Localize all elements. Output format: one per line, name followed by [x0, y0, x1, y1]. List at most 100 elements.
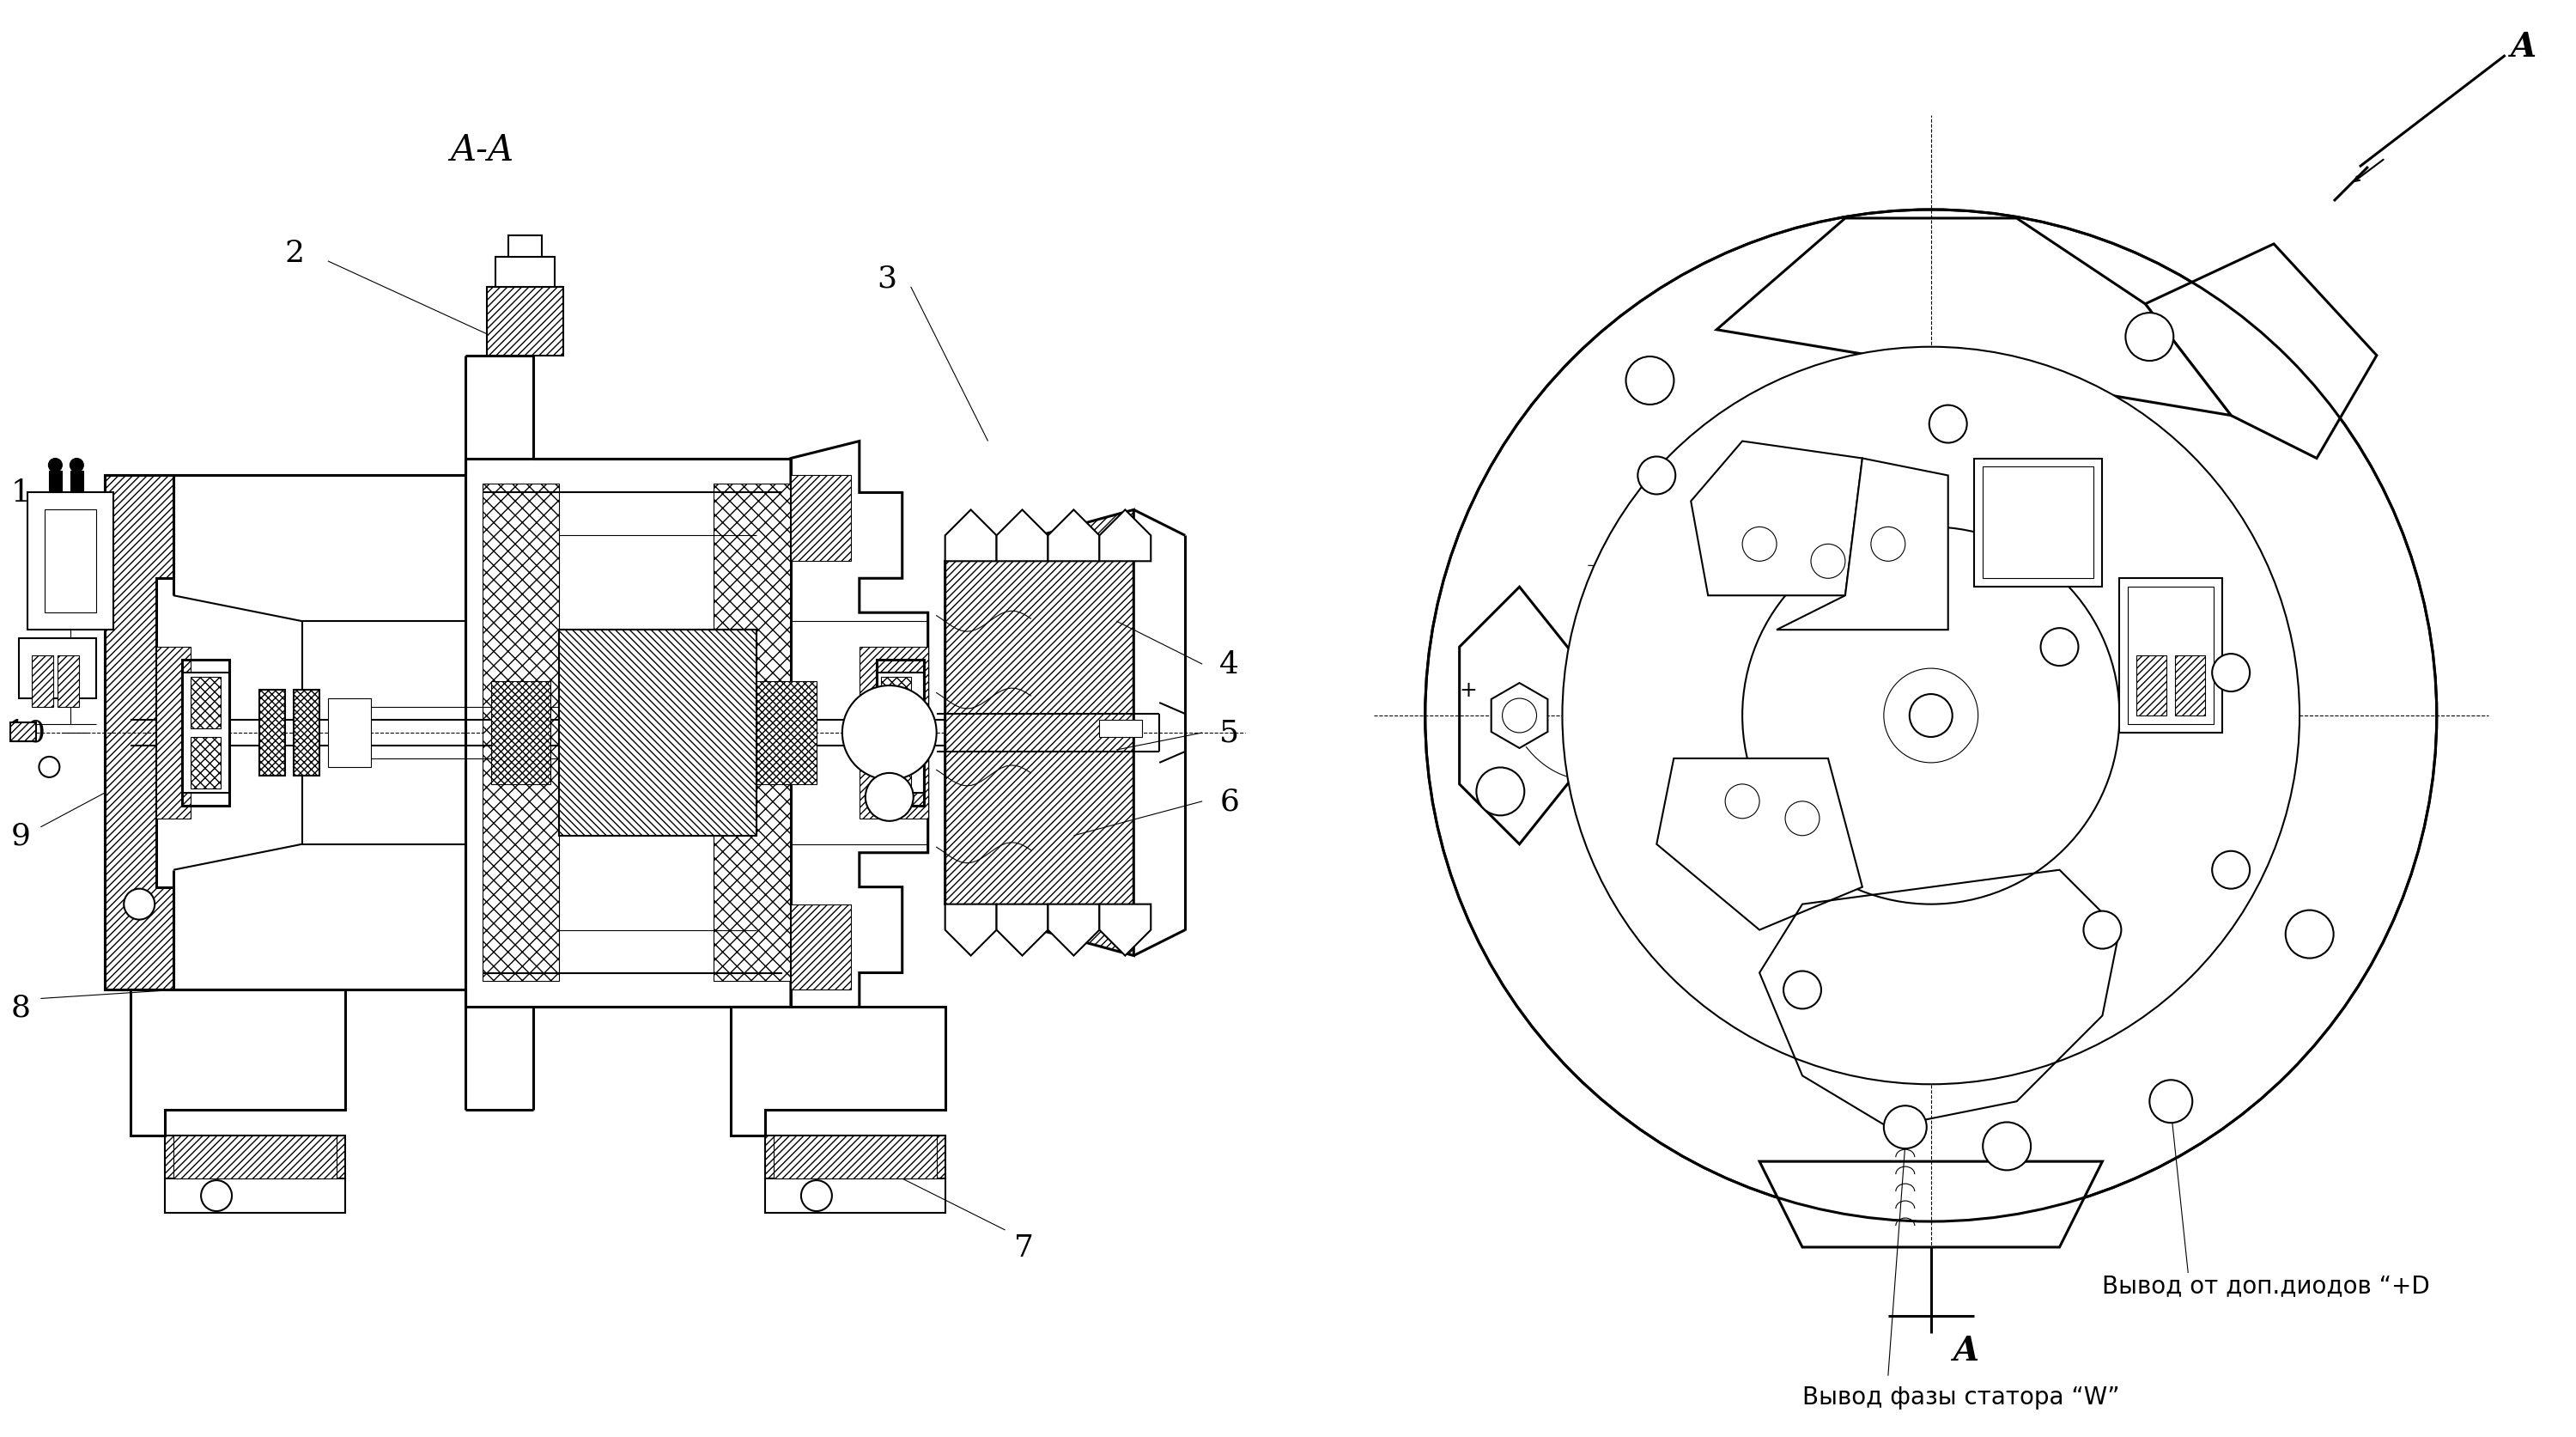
Circle shape	[39, 757, 59, 777]
Bar	[2174, 655, 2205, 716]
Bar	[165, 1178, 345, 1213]
Bar	[70, 471, 82, 493]
Circle shape	[1502, 698, 1538, 733]
Bar	[466, 458, 791, 1007]
Bar	[765, 1135, 945, 1178]
Polygon shape	[1759, 1161, 2102, 1247]
Bar	[2120, 579, 2223, 733]
Polygon shape	[945, 510, 1133, 956]
Bar	[507, 236, 541, 257]
Circle shape	[2040, 628, 2079, 667]
Polygon shape	[1100, 904, 1151, 956]
Text: Вывод фазы статора “W”: Вывод фазы статора “W”	[1803, 1384, 2120, 1408]
Bar	[2136, 655, 2166, 716]
Text: 7: 7	[1015, 1233, 1033, 1262]
Bar	[1973, 458, 2102, 588]
Circle shape	[49, 458, 62, 473]
Polygon shape	[945, 510, 997, 562]
Bar	[44, 510, 95, 614]
Bar	[757, 681, 817, 785]
Circle shape	[1783, 971, 1821, 1009]
Polygon shape	[1716, 218, 2231, 415]
Bar	[773, 1135, 938, 1178]
Text: A: A	[2509, 32, 2535, 63]
Bar	[294, 690, 319, 776]
Bar	[860, 648, 927, 819]
Text: A: A	[1953, 1334, 1978, 1367]
Bar	[2128, 588, 2213, 724]
Bar	[1100, 720, 1141, 737]
Polygon shape	[732, 1007, 945, 1135]
Bar	[31, 655, 54, 707]
Bar	[559, 631, 757, 836]
Bar	[492, 681, 551, 785]
Circle shape	[124, 890, 155, 920]
Circle shape	[2285, 911, 2334, 958]
Bar	[881, 677, 912, 729]
Bar	[28, 493, 113, 631]
Bar	[791, 904, 850, 990]
Bar	[765, 1178, 945, 1213]
Polygon shape	[997, 510, 1048, 562]
Polygon shape	[1048, 904, 1100, 956]
Polygon shape	[131, 990, 345, 1135]
Circle shape	[201, 1180, 232, 1211]
Circle shape	[1625, 358, 1674, 405]
Circle shape	[1984, 1122, 2030, 1170]
Circle shape	[2084, 911, 2120, 948]
Bar	[18, 639, 95, 698]
Bar	[49, 471, 62, 493]
Bar	[191, 737, 222, 789]
Text: 10: 10	[5, 718, 46, 747]
Circle shape	[1741, 527, 2120, 904]
Bar	[876, 673, 925, 793]
Circle shape	[1883, 668, 1978, 763]
Circle shape	[1785, 802, 1819, 836]
Polygon shape	[2146, 244, 2378, 458]
Bar	[487, 287, 564, 356]
Text: 8: 8	[10, 993, 31, 1022]
Bar	[876, 660, 925, 806]
Text: +: +	[1458, 680, 1476, 700]
Circle shape	[1741, 527, 1777, 562]
Polygon shape	[1492, 684, 1548, 749]
Circle shape	[1425, 210, 2437, 1221]
Polygon shape	[1461, 588, 1587, 845]
Text: 1: 1	[10, 479, 31, 507]
Text: Вывод от доп.диодов “+D: Вывод от доп.диодов “+D	[2102, 1273, 2429, 1298]
Polygon shape	[1777, 458, 1947, 631]
Circle shape	[1909, 694, 1953, 737]
Bar	[173, 1135, 337, 1178]
Circle shape	[801, 1180, 832, 1211]
Bar	[191, 677, 222, 729]
Bar	[157, 648, 191, 819]
Circle shape	[1929, 405, 1968, 444]
Bar	[260, 690, 286, 776]
Text: 2: 2	[286, 239, 304, 267]
Polygon shape	[945, 904, 997, 956]
Polygon shape	[1048, 510, 1100, 562]
Text: ⓕ: ⓕ	[1932, 706, 1940, 717]
Bar	[183, 660, 229, 806]
Polygon shape	[1656, 759, 1862, 930]
Bar	[57, 655, 80, 707]
Bar	[327, 698, 371, 767]
Text: 6: 6	[1218, 787, 1239, 816]
Text: 5: 5	[1218, 718, 1239, 747]
Text: A-A: A-A	[451, 132, 515, 168]
Circle shape	[866, 773, 914, 822]
Bar	[165, 1135, 345, 1178]
Circle shape	[2213, 654, 2249, 693]
Polygon shape	[1100, 510, 1151, 562]
Circle shape	[1476, 767, 1525, 816]
Circle shape	[1870, 527, 1906, 562]
Circle shape	[2213, 851, 2249, 890]
Circle shape	[842, 685, 938, 780]
Bar	[1984, 467, 2094, 579]
Circle shape	[1561, 348, 2300, 1085]
Bar	[482, 484, 559, 981]
Bar	[10, 723, 36, 741]
Bar	[495, 257, 554, 287]
Polygon shape	[1690, 441, 1862, 596]
Bar	[183, 673, 229, 793]
